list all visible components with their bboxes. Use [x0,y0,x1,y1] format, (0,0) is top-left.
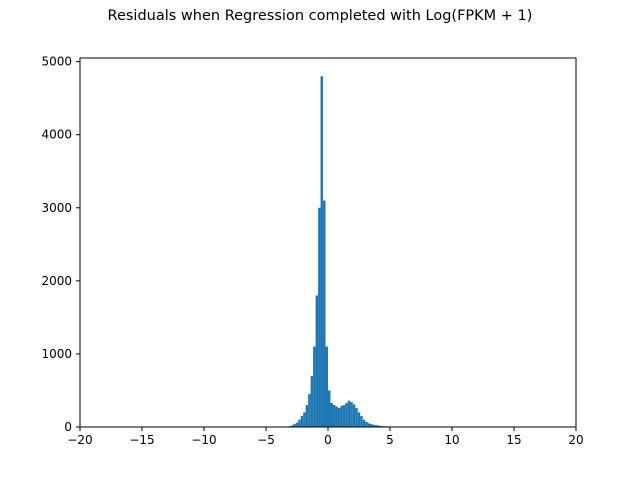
histogram-bar [295,422,299,427]
histogram-bar [290,425,294,427]
histogram-bar [362,419,366,427]
histogram-bar [293,424,296,427]
histogram-bar [298,419,301,427]
histogram-bar [350,402,353,427]
histogram-bar [345,402,348,427]
histogram-bar [352,404,356,427]
histogram-bar [342,405,346,427]
y-tick-label: 3000 [41,201,72,215]
histogram-bar [325,346,328,427]
histogram-bar [318,207,321,427]
histogram-bar [320,76,324,427]
histogram-bars [288,76,405,427]
histogram-bar [377,425,381,427]
histogram-bar [340,405,343,427]
x-tick-label: −15 [129,433,154,447]
x-axis: −20 −15 −10 −5 0 5 10 15 20 [67,427,584,447]
histogram-bar [372,424,376,427]
histogram-bar [330,402,333,427]
y-tick-label: 1000 [41,347,72,361]
histogram-bar [355,408,358,427]
histogram-bar [380,425,383,427]
histogram-bar [308,394,311,427]
x-tick-label: −5 [257,433,275,447]
x-tick-label: 15 [506,433,521,447]
y-axis: 0 1000 2000 3000 4000 5000 [41,55,80,434]
x-tick-label: 20 [568,433,583,447]
y-tick-label: 4000 [41,128,72,142]
histogram-bar [367,423,371,427]
histogram-bar [357,412,361,427]
histogram-bar [332,405,336,427]
histogram-bar [323,200,326,427]
histogram-bar [300,416,304,427]
histogram-bar [315,295,319,427]
histogram-bar [370,424,373,427]
histogram-bar [313,346,316,427]
histogram-bar [360,416,363,427]
x-tick-label: 0 [324,433,332,447]
y-tick-label: 5000 [41,55,72,69]
chart-title: Residuals when Regression completed with… [107,8,533,24]
histogram-bar [335,406,338,427]
x-tick-label: −20 [67,433,92,447]
x-tick-label: −10 [191,433,216,447]
histogram-bar [375,425,378,427]
histogram-bar [303,412,306,427]
x-tick-label: 10 [444,433,459,447]
histogram-bar [347,400,351,427]
histogram-bar [328,390,331,427]
histogram-bar [310,375,314,427]
y-tick-label: 0 [64,420,72,434]
histogram-bar [365,421,368,427]
histogram-bar [305,405,309,427]
x-tick-label: 5 [386,433,394,447]
y-tick-label: 2000 [41,274,72,288]
histogram-bar [337,408,341,427]
